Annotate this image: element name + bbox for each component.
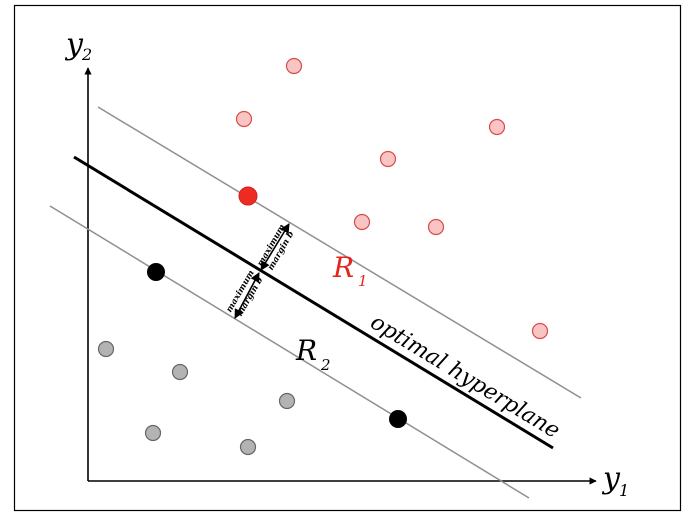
class1-point bbox=[285, 57, 303, 75]
class2-point bbox=[97, 340, 115, 358]
upper-margin-label: maximum margin b bbox=[256, 223, 297, 273]
class1-point bbox=[235, 110, 253, 128]
upper-margin-line bbox=[97, 106, 582, 399]
upper-margin-arrow bbox=[260, 223, 290, 271]
optimal-hyperplane-line bbox=[73, 155, 554, 450]
class1-point bbox=[531, 322, 549, 340]
class2-support-vector bbox=[389, 410, 407, 428]
class1-support-vector bbox=[238, 186, 258, 206]
class2-point bbox=[171, 363, 189, 381]
lower-margin-arrow bbox=[234, 272, 260, 319]
class1-point bbox=[427, 218, 445, 236]
class1-point bbox=[488, 118, 506, 136]
class2-point bbox=[239, 438, 257, 456]
figure-frame bbox=[13, 4, 682, 512]
class2-support-vector bbox=[147, 263, 165, 281]
y2-axis-label: y2 bbox=[64, 27, 92, 64]
class1-point bbox=[353, 213, 371, 231]
class1-point bbox=[379, 150, 397, 168]
y1-axis-label: y1 bbox=[601, 461, 629, 500]
lower-margin-line bbox=[49, 205, 530, 499]
lower-margin-label: maximum margin b bbox=[225, 269, 266, 319]
class2-point bbox=[278, 392, 296, 410]
class2-point bbox=[144, 424, 162, 442]
